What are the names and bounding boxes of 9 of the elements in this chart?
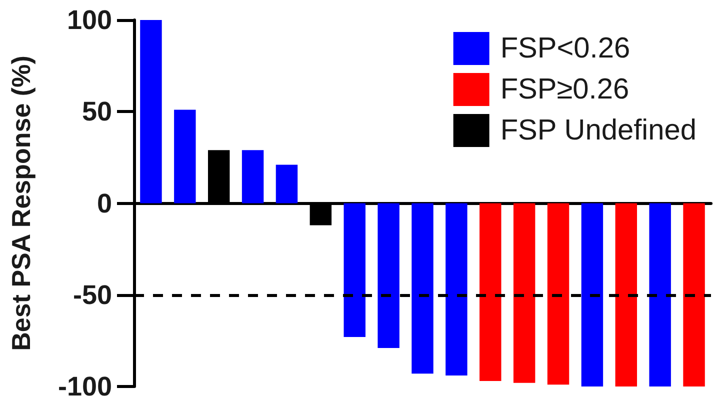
y-axis-title: Best PSA Response (%)	[6, 56, 36, 351]
legend-label: FSP<0.26	[500, 32, 630, 64]
y-tick-label: 100	[66, 5, 112, 35]
y-tick-label: -50	[72, 280, 112, 310]
legend-label: FSP Undefined	[500, 114, 696, 146]
legend-label: FSP≥0.26	[500, 74, 630, 106]
y-tick-label: -100	[58, 372, 112, 400]
y-tick-label: 0	[96, 188, 112, 218]
y-tick-label: 50	[82, 96, 112, 127]
